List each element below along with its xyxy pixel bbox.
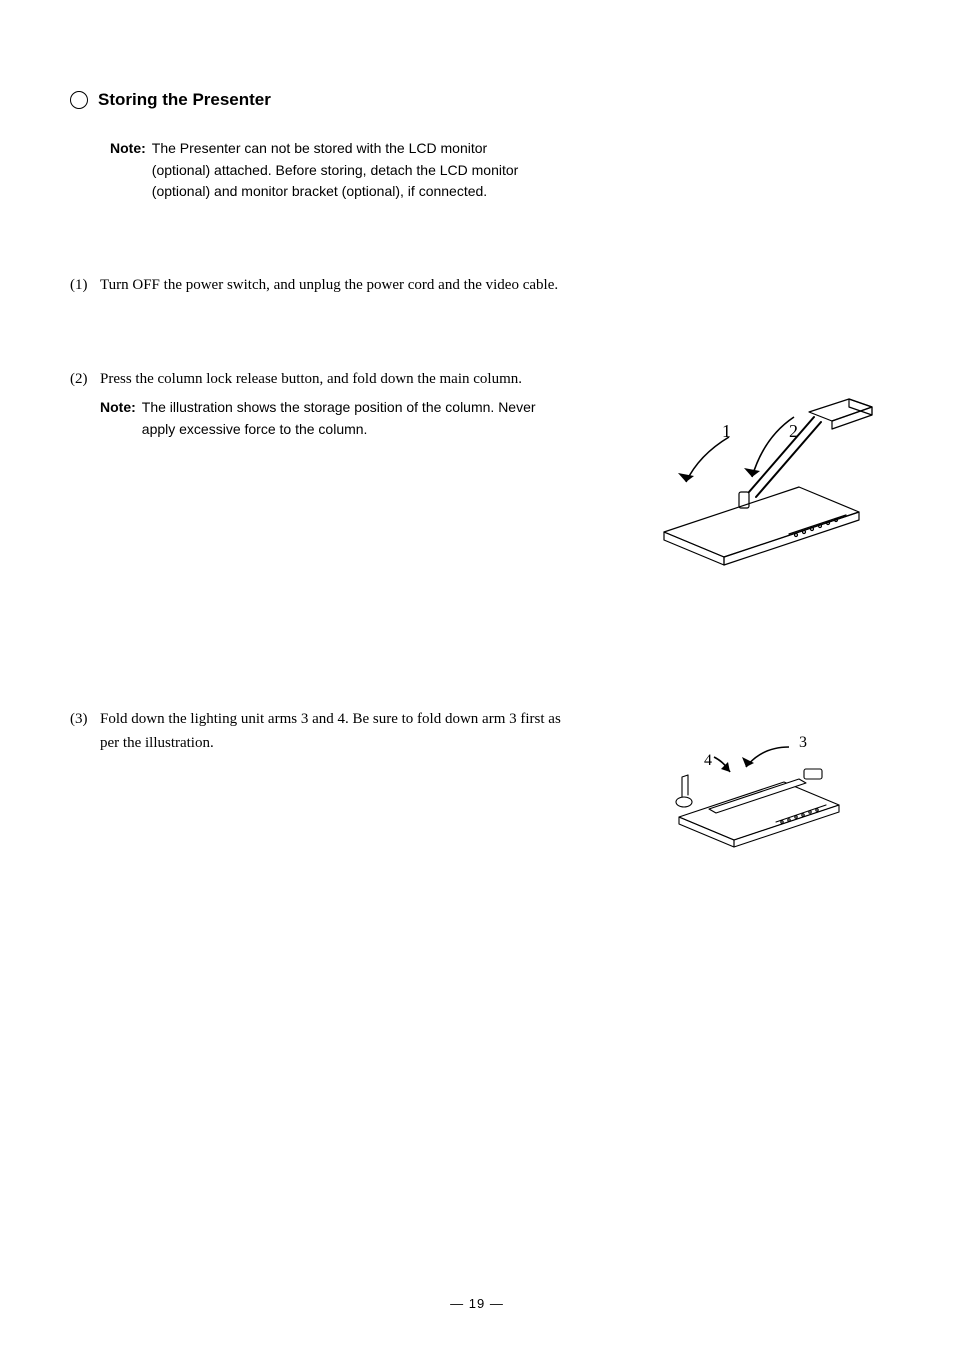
page-number: — 19 — xyxy=(450,1296,504,1311)
step-left: (3) Fold down the lighting unit arms 3 a… xyxy=(70,707,624,755)
presenter-fold-arms-icon: 3 4 xyxy=(654,717,854,857)
step-text: Turn OFF the power switch, and unplug th… xyxy=(100,273,558,297)
step-row: (3) Fold down the lighting unit arms 3 a… xyxy=(70,707,884,857)
page-number-prefix: — xyxy=(450,1296,464,1311)
step-row: (1) Turn OFF the power switch, and unplu… xyxy=(70,273,884,297)
step-text: Fold down the lighting unit arms 3 and 4… xyxy=(100,707,570,755)
section-heading-row: Storing the Presenter xyxy=(70,90,884,110)
step-line: (3) Fold down the lighting unit arms 3 a… xyxy=(70,707,624,755)
inner-note: Note: The illustration shows the storage… xyxy=(100,397,542,440)
step-body: Press the column lock release button, an… xyxy=(100,367,542,440)
page-number-suffix: — xyxy=(490,1296,504,1311)
note-label: Note: xyxy=(110,138,146,203)
presenter-fold-column-icon: 1 2 xyxy=(624,377,884,567)
step-line: (1) Turn OFF the power switch, and unplu… xyxy=(70,273,884,297)
note-text: The illustration shows the storage posit… xyxy=(142,397,542,440)
label-3: 3 xyxy=(799,734,807,751)
label-1: 1 xyxy=(722,421,731,441)
step-number: (1) xyxy=(70,273,100,297)
step-row: (2) Press the column lock release button… xyxy=(70,367,884,567)
step-text: Press the column lock release button, an… xyxy=(100,371,522,387)
step-line: (2) Press the column lock release button… xyxy=(70,367,624,440)
bullet-circle-icon xyxy=(70,91,88,109)
step-number: (3) xyxy=(70,707,100,755)
illustration-step3: 3 4 xyxy=(624,707,884,857)
page-number-value: 19 xyxy=(469,1296,485,1311)
section-heading: Storing the Presenter xyxy=(98,90,271,110)
top-note: Note: The Presenter can not be stored wi… xyxy=(110,138,884,203)
note-label: Note: xyxy=(100,397,136,440)
illustration-step2: 1 2 xyxy=(624,367,884,567)
label-2: 2 xyxy=(789,421,798,441)
step-left: (2) Press the column lock release button… xyxy=(70,367,624,440)
label-4: 4 xyxy=(704,752,712,769)
step-left: (1) Turn OFF the power switch, and unplu… xyxy=(70,273,884,297)
note-text: The Presenter can not be stored with the… xyxy=(152,138,522,203)
page: Storing the Presenter Note: The Presente… xyxy=(0,0,954,857)
step-number: (2) xyxy=(70,367,100,440)
